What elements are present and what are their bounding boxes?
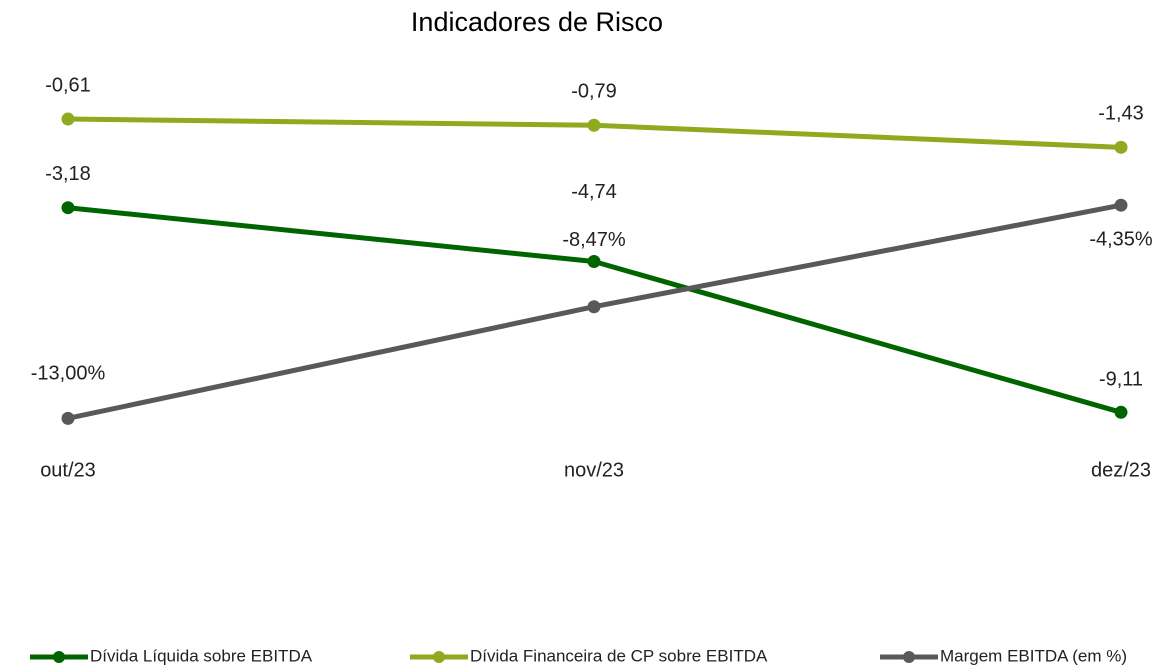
x-tick-label: dez/23 bbox=[1091, 459, 1151, 481]
legend-marker bbox=[53, 651, 65, 663]
data-label: -8,47% bbox=[562, 229, 626, 251]
data-label: -13,00% bbox=[31, 363, 106, 385]
data-label: -0,61 bbox=[45, 74, 91, 96]
data-label: -0,79 bbox=[571, 81, 617, 103]
data-label: -4,35% bbox=[1089, 228, 1153, 250]
point bbox=[1114, 405, 1128, 419]
legend-marker bbox=[903, 651, 915, 663]
legend-label: Dívida Financeira de CP sobre EBITDA bbox=[470, 646, 768, 665]
data-label: -9,11 bbox=[1099, 369, 1143, 391]
chart-title: Indicadores de Risco bbox=[411, 7, 663, 37]
legend-label: Dívida Líquida sobre EBITDA bbox=[90, 646, 313, 665]
point bbox=[61, 201, 75, 215]
point bbox=[1114, 140, 1128, 154]
data-label: -4,74 bbox=[571, 181, 617, 203]
data-label: -3,18 bbox=[45, 163, 91, 185]
x-tick-label: nov/23 bbox=[564, 459, 624, 481]
point bbox=[61, 411, 75, 425]
data-label: -1,43 bbox=[1098, 103, 1144, 125]
point bbox=[587, 255, 601, 269]
x-tick-label: out/23 bbox=[40, 459, 96, 481]
legend-marker bbox=[433, 651, 445, 663]
point bbox=[1114, 198, 1128, 212]
point bbox=[587, 118, 601, 132]
point bbox=[61, 112, 75, 126]
legend-label: Margem EBITDA (em %) bbox=[940, 646, 1127, 665]
point bbox=[587, 300, 601, 314]
